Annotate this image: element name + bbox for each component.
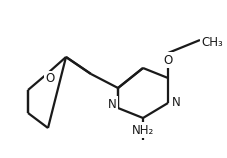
Text: O: O bbox=[163, 54, 172, 67]
Text: CH₃: CH₃ bbox=[200, 36, 222, 49]
Text: NH₂: NH₂ bbox=[131, 124, 153, 137]
Text: N: N bbox=[107, 97, 116, 110]
Text: O: O bbox=[45, 73, 54, 85]
Text: N: N bbox=[171, 97, 180, 109]
